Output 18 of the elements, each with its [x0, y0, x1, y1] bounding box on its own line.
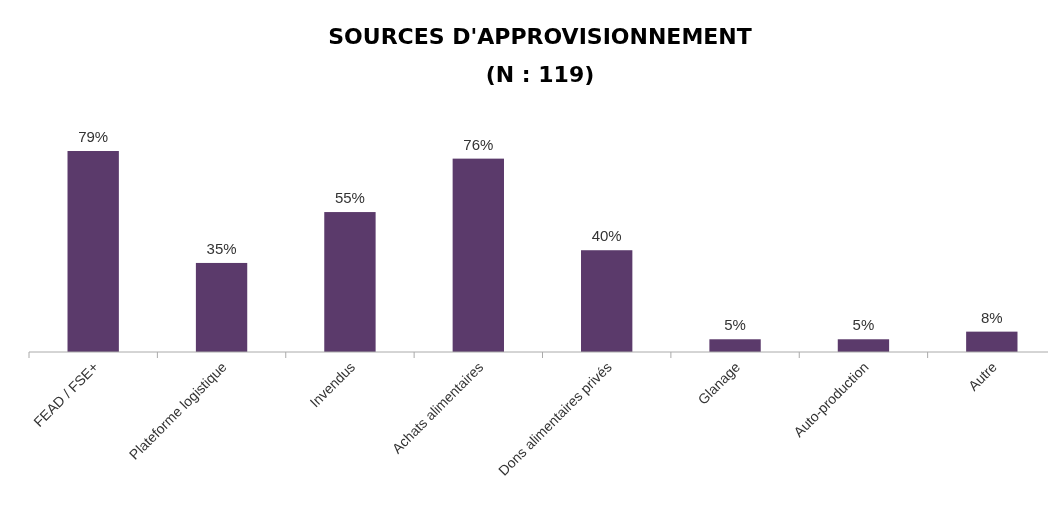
- data-label: 8%: [980, 308, 1003, 326]
- data-label: 35%: [206, 239, 237, 257]
- bar: [324, 212, 376, 352]
- bar: [966, 331, 1018, 352]
- bar: [581, 250, 633, 352]
- bar: [67, 151, 119, 352]
- chart-subtitle: (N : 119): [485, 62, 595, 87]
- bar: [837, 339, 890, 352]
- bar: [709, 339, 761, 352]
- data-label: 79%: [78, 128, 109, 145]
- bar: [195, 262, 248, 352]
- data-label: 76%: [463, 135, 494, 153]
- data-label: 55%: [334, 189, 365, 207]
- data-label: 40%: [591, 227, 622, 245]
- data-label: 5%: [852, 316, 875, 334]
- chart-title: SOURCES D'APPROVISIONNEMENT: [328, 24, 752, 49]
- bar: [452, 158, 504, 352]
- data-label: 5%: [724, 316, 746, 334]
